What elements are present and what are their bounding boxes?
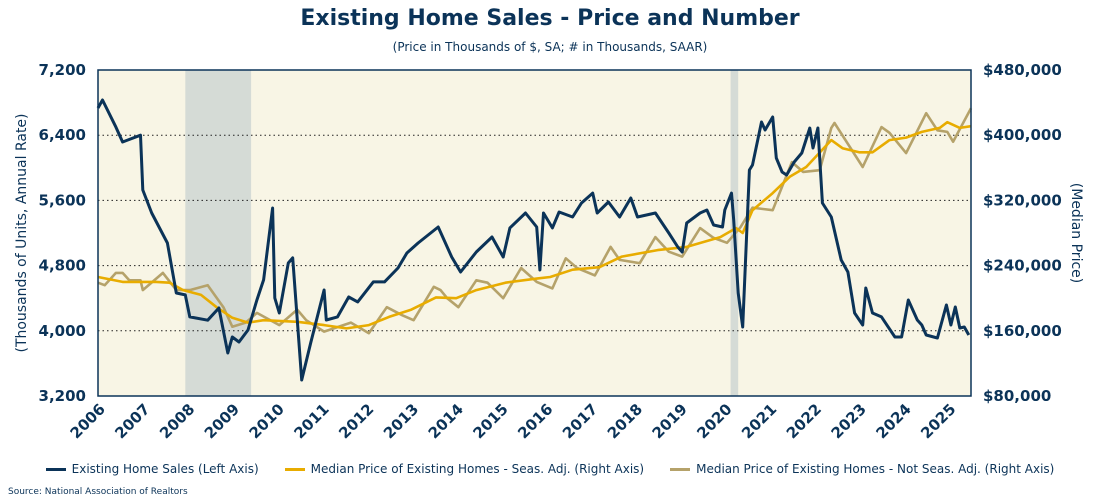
- legend-swatch-sa: [284, 467, 305, 471]
- y-tick-left: 7,200: [39, 61, 86, 79]
- series-line-median-price-sa: [97, 120, 972, 330]
- x-tick-label: 2025: [917, 400, 959, 442]
- y-tick-left: 4,000: [39, 322, 86, 340]
- x-tick-label: 2018: [604, 400, 646, 442]
- x-tick-label: 2015: [470, 400, 512, 442]
- y-axis-title-left: (Thousands of Units, Annual Rate): [14, 113, 30, 352]
- x-tick-label: 2012: [335, 400, 377, 442]
- chart-subtitle: (Price in Thousands of $, SA; # in Thous…: [392, 40, 708, 54]
- x-tick-label: 2009: [201, 400, 243, 442]
- x-tick-label: 2013: [380, 400, 422, 442]
- legend-swatch-nsa: [670, 467, 691, 471]
- plot-border: [97, 69, 972, 397]
- series-line-sales: [96, 98, 971, 382]
- y-tick-right: $80,000: [983, 387, 1051, 405]
- y-axis-title-right: (Median Price): [1068, 183, 1084, 283]
- x-tick-label: 2006: [67, 400, 109, 442]
- x-tick-label: 2007: [111, 400, 153, 442]
- x-tick-label: 2008: [156, 400, 198, 442]
- y-tick-left: 6,400: [39, 126, 86, 144]
- legend-item-sales: Existing Home Sales (Left Axis): [45, 462, 259, 476]
- legend: Existing Home Sales (Left Axis) Median P…: [0, 462, 1100, 476]
- series-line-median-price-nsa: [97, 107, 973, 335]
- x-tick-label: 2023: [828, 400, 870, 442]
- x-tick-label: 2011: [290, 400, 332, 442]
- y-tick-left: 3,200: [39, 387, 86, 405]
- x-tick-label: 2021: [738, 400, 780, 442]
- legend-label-sa: Median Price of Existing Homes - Seas. A…: [310, 462, 645, 476]
- x-tick-label: 2014: [425, 400, 467, 442]
- y-tick-right: $320,000: [983, 191, 1062, 209]
- chart-title: Existing Home Sales - Price and Number: [300, 6, 800, 31]
- source-note: Source: National Association of Realtors: [8, 487, 188, 497]
- x-tick-label: 2017: [559, 400, 601, 442]
- x-tick-label: 2019: [649, 400, 691, 442]
- legend-swatch-sales: [45, 467, 66, 471]
- x-tick-label: 2020: [693, 400, 735, 442]
- legend-label-nsa: Median Price of Existing Homes - Not Sea…: [696, 462, 1055, 476]
- x-tick-label: 2016: [514, 400, 556, 442]
- y-tick-left: 5,600: [39, 191, 86, 209]
- y-tick-right: $480,000: [983, 61, 1062, 79]
- x-tick-label: 2022: [783, 400, 825, 442]
- legend-item-nsa: Median Price of Existing Homes - Not Sea…: [670, 462, 1054, 476]
- x-tick-label: 2024: [872, 400, 914, 442]
- x-tick-label: 2010: [246, 400, 288, 442]
- legend-label-sales: Existing Home Sales (Left Axis): [71, 462, 259, 476]
- legend-item-sa: Median Price of Existing Homes - Seas. A…: [284, 462, 645, 476]
- y-tick-right: $240,000: [983, 257, 1062, 275]
- y-tick-left: 4,800: [39, 257, 86, 275]
- recession-band: [185, 70, 252, 396]
- y-tick-right: $160,000: [983, 322, 1062, 340]
- y-tick-right: $400,000: [983, 126, 1062, 144]
